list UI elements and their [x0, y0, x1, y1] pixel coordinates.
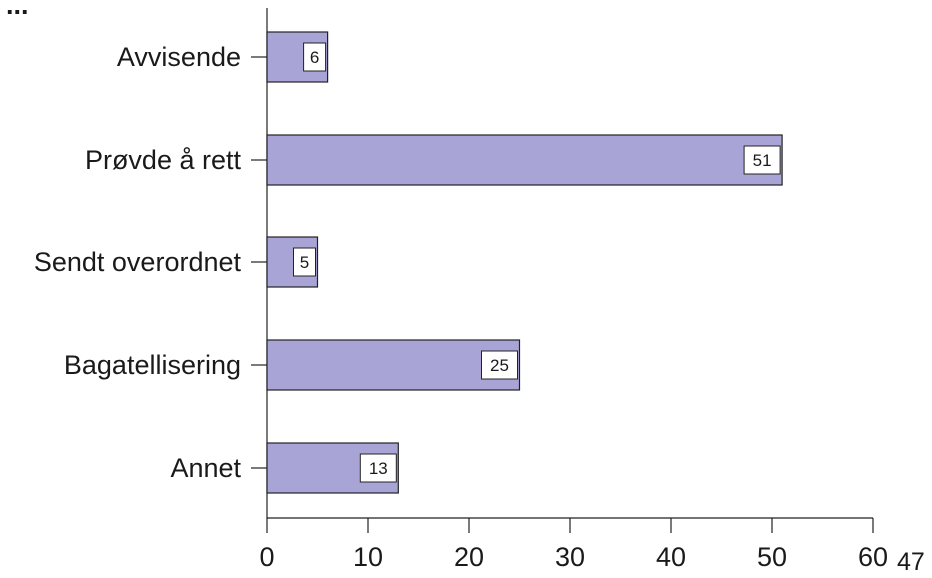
- x-tick-label: 40: [656, 542, 686, 572]
- data-label: 25: [490, 356, 509, 375]
- x-tick-label: 10: [353, 542, 383, 572]
- data-label: 51: [753, 151, 772, 170]
- category-label: Avvisende: [117, 42, 241, 72]
- bars-group: Avvisende 6 Prøvde å rett 51 Sendt overordne…: [34, 31, 783, 494]
- data-label: 13: [369, 459, 388, 478]
- bar: [266, 134, 783, 186]
- x-tick-label: 20: [454, 542, 484, 572]
- data-label-box: [743, 145, 781, 175]
- category-label: Annet: [170, 453, 241, 483]
- header-fragment: ...: [6, 0, 29, 20]
- category-label: Prøvde å rett: [85, 145, 242, 175]
- data-label: 6: [310, 48, 319, 67]
- category-label: Sendt overordnet: [34, 247, 242, 277]
- data-label-box: [359, 453, 397, 483]
- bar: [266, 339, 521, 391]
- category-label: Bagatellisering: [64, 350, 241, 380]
- x-tick-label: 30: [555, 542, 585, 572]
- x-tick-label: 0: [259, 542, 274, 572]
- data-label-box: [481, 350, 518, 380]
- data-label-box: [303, 42, 327, 72]
- data-label: 5: [300, 253, 309, 272]
- x-ticks-group: 0 10 20 30 40 50 60: [259, 518, 888, 572]
- x-tick-label: 50: [757, 542, 787, 572]
- x-tick-label: 60: [858, 542, 888, 572]
- data-label-box: [293, 247, 316, 277]
- page-number: 47: [897, 548, 925, 576]
